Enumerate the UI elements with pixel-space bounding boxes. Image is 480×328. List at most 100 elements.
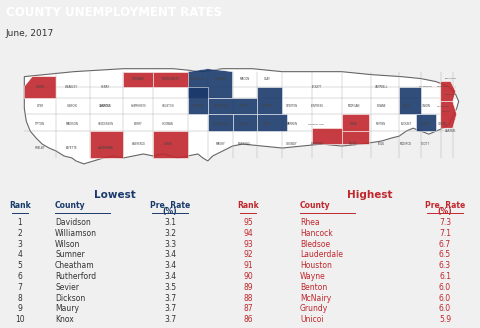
Text: CLAIBORNE: CLAIBORNE (419, 86, 433, 87)
Text: WILLIAMSON: WILLIAMSON (213, 122, 228, 126)
Text: UNION: UNION (421, 104, 431, 108)
Text: DICKSON: DICKSON (192, 104, 204, 108)
Text: WARREN: WARREN (286, 122, 298, 126)
Polygon shape (24, 77, 56, 98)
Text: 91: 91 (243, 261, 253, 270)
Text: June, 2017: June, 2017 (6, 29, 54, 38)
Polygon shape (312, 128, 342, 144)
Text: Hancock: Hancock (300, 229, 333, 238)
Text: Bledsoe: Bledsoe (300, 239, 330, 249)
Polygon shape (208, 114, 233, 131)
Text: MEIGS: MEIGS (349, 142, 358, 146)
Text: County: County (55, 201, 85, 210)
Text: Cheatham: Cheatham (55, 261, 95, 270)
Text: 3.4: 3.4 (164, 272, 176, 281)
Polygon shape (90, 131, 123, 158)
Text: 3.7: 3.7 (164, 315, 176, 324)
Polygon shape (441, 101, 456, 128)
Text: 5.9: 5.9 (439, 315, 451, 324)
Text: 87: 87 (243, 304, 253, 313)
Text: ROBERTSON: ROBERTSON (190, 77, 205, 81)
Polygon shape (342, 131, 370, 144)
Polygon shape (257, 114, 287, 131)
Text: 6.3: 6.3 (439, 261, 451, 270)
Text: 94: 94 (243, 229, 253, 238)
Text: Unicoi: Unicoi (300, 315, 324, 324)
Text: 7: 7 (18, 283, 23, 292)
Polygon shape (123, 72, 153, 87)
Text: 7.1: 7.1 (439, 229, 451, 238)
Text: 3.7: 3.7 (164, 304, 176, 313)
Text: 6.0: 6.0 (439, 304, 451, 313)
Text: 3.2: 3.2 (164, 229, 176, 238)
Text: 8: 8 (18, 294, 23, 303)
Polygon shape (342, 114, 370, 131)
Text: Rutherford: Rutherford (55, 272, 96, 281)
Text: WEAKLEY: WEAKLEY (65, 85, 78, 89)
Text: OBION: OBION (36, 85, 45, 89)
Text: Wilson: Wilson (55, 239, 80, 249)
Text: LAWRENCE: LAWRENCE (132, 142, 145, 146)
Text: HICKMAN: HICKMAN (162, 122, 174, 126)
Text: SCOTT: SCOTT (421, 142, 431, 146)
Text: 2: 2 (18, 229, 23, 238)
Polygon shape (399, 87, 421, 114)
Text: SEVIER: SEVIER (421, 122, 431, 126)
Text: CLAY: CLAY (264, 77, 271, 81)
Text: Wayne: Wayne (300, 272, 326, 281)
Text: MAURY: MAURY (216, 142, 226, 146)
Text: CHESTER: CHESTER (100, 104, 111, 108)
Text: Dickson: Dickson (55, 294, 85, 303)
Text: BLOUNT: BLOUNT (400, 122, 412, 126)
Text: Lowest: Lowest (94, 190, 136, 200)
Text: 10: 10 (15, 315, 25, 324)
Text: MORGAN: MORGAN (348, 104, 360, 108)
Polygon shape (233, 114, 257, 131)
Text: MACON: MACON (240, 77, 250, 81)
Text: GRUNDY: GRUNDY (286, 142, 298, 146)
Text: Pre. Rate: Pre. Rate (425, 201, 465, 210)
Text: Sumner: Sumner (55, 250, 85, 259)
Text: Houston: Houston (300, 261, 332, 270)
Text: 89: 89 (243, 283, 253, 292)
Text: HENDERSON: HENDERSON (97, 122, 114, 126)
Text: 3.1: 3.1 (164, 218, 176, 227)
Text: HAWKINS: HAWKINS (437, 86, 448, 87)
Polygon shape (257, 87, 282, 114)
Polygon shape (153, 72, 188, 87)
Text: County: County (300, 201, 331, 210)
Text: STEWART: STEWART (132, 77, 145, 81)
Text: BLEDSOE: BLEDSOE (311, 142, 323, 146)
Text: PUTNAM: PUTNAM (262, 104, 273, 108)
Text: PERRY: PERRY (134, 122, 143, 126)
Text: GIBSON: GIBSON (67, 104, 77, 108)
Polygon shape (441, 82, 456, 101)
Text: MARSHALL: MARSHALL (238, 142, 251, 146)
Text: FAYETTE: FAYETTE (66, 146, 78, 150)
Text: 3.4: 3.4 (164, 261, 176, 270)
Text: McNairy: McNairy (300, 294, 331, 303)
Text: ROANE: ROANE (376, 104, 386, 108)
Text: Benton: Benton (300, 283, 327, 292)
Text: Highest: Highest (347, 190, 393, 200)
Text: MONROE: MONROE (400, 142, 412, 146)
Text: HENRY: HENRY (101, 85, 110, 89)
Polygon shape (416, 114, 436, 131)
Text: COUNTY UNEMPLOYMENT RATES: COUNTY UNEMPLOYMENT RATES (6, 6, 222, 19)
Text: SMITH: SMITH (240, 104, 249, 108)
Text: 6.0: 6.0 (439, 283, 451, 292)
Text: DYER: DYER (36, 104, 44, 108)
Text: WHITE: WHITE (263, 122, 272, 126)
Text: 90: 90 (243, 272, 253, 281)
Text: Knox: Knox (55, 315, 74, 324)
Text: 6.7: 6.7 (439, 239, 451, 249)
Text: Rhea: Rhea (300, 218, 320, 227)
Polygon shape (188, 69, 233, 98)
Text: CAMPBELL: CAMPBELL (375, 85, 388, 89)
Text: McMINN: McMINN (376, 122, 386, 126)
Text: MADISON: MADISON (65, 122, 78, 126)
Text: 6.1: 6.1 (439, 272, 451, 281)
Text: 3.4: 3.4 (164, 250, 176, 259)
Polygon shape (24, 69, 459, 164)
Text: Grundy: Grundy (300, 304, 328, 313)
